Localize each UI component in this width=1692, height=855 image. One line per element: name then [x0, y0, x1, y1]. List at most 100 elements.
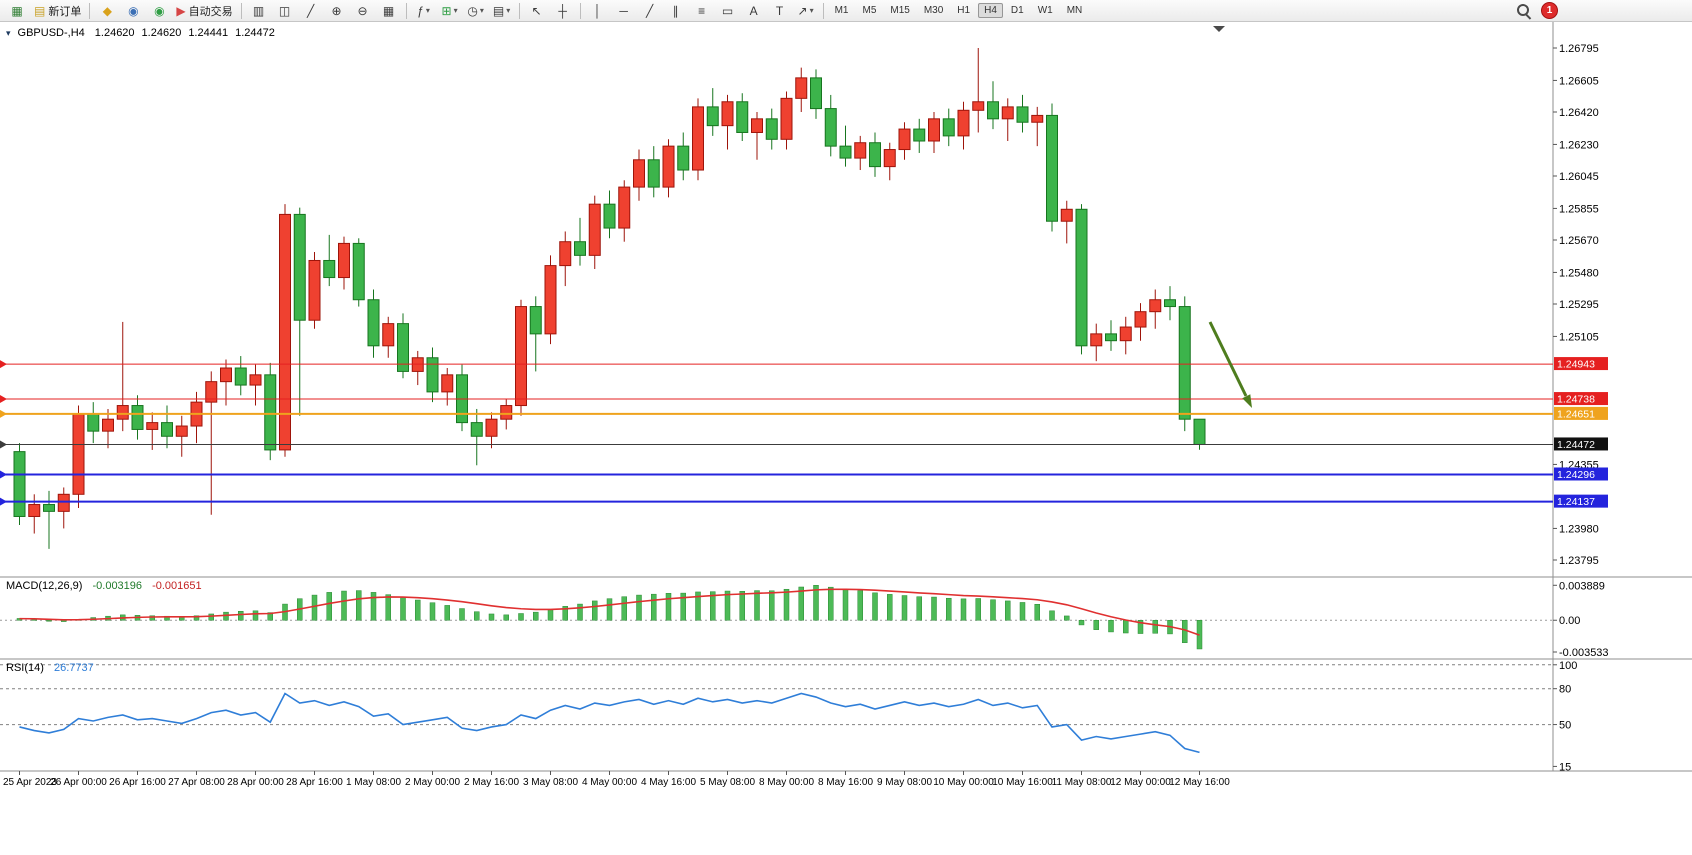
arrows-button[interactable]: ↗ ▾: [794, 1, 818, 21]
add-indicator-button[interactable]: ⊞ ▾: [438, 1, 462, 21]
fibonacci-button[interactable]: ≡: [690, 1, 714, 21]
indicators-button[interactable]: ƒ ▾: [412, 1, 436, 21]
svg-text:-0.003533: -0.003533: [1559, 647, 1609, 659]
text-button[interactable]: A: [742, 1, 766, 21]
ohlc-high: 1.24620: [141, 27, 182, 39]
timeframe-button-m5[interactable]: M5: [862, 5, 877, 16]
svg-text:1.24943: 1.24943: [1557, 359, 1595, 371]
add-indicator-icon: ⊞: [441, 3, 452, 18]
crosshair-button[interactable]: ┼: [551, 1, 575, 21]
trendline-button[interactable]: ╱: [638, 1, 662, 21]
vertical-line-button[interactable]: │: [586, 1, 610, 21]
timeframe-button-m1[interactable]: M1: [834, 5, 849, 16]
auto-trading-icon: ▶: [176, 3, 186, 18]
chart-symbol-period: GBPUSD-,H4: [17, 27, 85, 39]
svg-text:1.24472: 1.24472: [1557, 439, 1595, 451]
timeframe-button-h4[interactable]: H4: [978, 3, 1003, 18]
bar-chart-type-button[interactable]: ▥: [247, 1, 271, 21]
navigator-icon: ◉: [154, 3, 165, 18]
new-order-icon: ▤: [34, 3, 46, 18]
toolbar-separator: [240, 2, 242, 19]
chart-menu-icon[interactable]: ▾: [6, 27, 11, 38]
cursor-button[interactable]: ↖: [525, 1, 549, 21]
auto-trading-button[interactable]: ▶ 自动交易: [173, 1, 235, 21]
svg-text:11 May 08:00: 11 May 08:00: [1052, 777, 1112, 788]
toolbar-separator: [822, 2, 824, 19]
rsi-value: 26.7737: [53, 662, 94, 674]
svg-text:1.26045: 1.26045: [1559, 171, 1599, 183]
toolbar-separator: [89, 2, 91, 19]
svg-text:1.26795: 1.26795: [1559, 43, 1599, 55]
chart-title: ▾ GBPUSD-,H4 1.24620 1.24620 1.24441 1.2…: [6, 27, 282, 39]
toolbar-separator: [518, 2, 520, 19]
zoom-in-icon: ⊕: [331, 3, 342, 18]
line-chart-type-icon: ╱: [306, 3, 315, 18]
zoom-out-button[interactable]: ⊖: [351, 1, 375, 21]
chart-window-button[interactable]: ▦: [5, 1, 29, 21]
timeframe-button-h1[interactable]: H1: [957, 5, 971, 16]
ohlc-close: 1.24472: [235, 27, 275, 39]
svg-text:1.25295: 1.25295: [1559, 299, 1599, 311]
svg-text:15: 15: [1559, 761, 1571, 773]
text-label-icon: T: [775, 3, 784, 18]
svg-text:10 May 16:00: 10 May 16:00: [992, 777, 1053, 788]
search-icon[interactable]: [1516, 3, 1531, 18]
svg-text:8 May 16:00: 8 May 16:00: [818, 777, 873, 788]
horizontal-line-button[interactable]: ─: [612, 1, 636, 21]
toolbox-icon: ◆: [102, 3, 112, 18]
notification-badge[interactable]: 1: [1541, 2, 1558, 19]
svg-text:100: 100: [1559, 660, 1577, 672]
svg-text:3 May 08:00: 3 May 08:00: [523, 777, 578, 788]
svg-text:1.25480: 1.25480: [1559, 267, 1599, 279]
timeframe-button-mn[interactable]: MN: [1066, 5, 1083, 16]
svg-text:12 May 00:00: 12 May 00:00: [1110, 777, 1171, 788]
bar-chart-type-icon: ▥: [252, 3, 265, 18]
channel-button[interactable]: ∥: [664, 1, 688, 21]
svg-text:50: 50: [1559, 720, 1571, 732]
macd-name: MACD(12,26,9): [6, 580, 83, 592]
templates-button[interactable]: ▤ ▾: [490, 1, 514, 21]
auto-trading-button-label: 自动交易: [188, 5, 233, 18]
timeframe-button-w1[interactable]: W1: [1037, 5, 1053, 16]
navigator-button[interactable]: ◉: [147, 1, 171, 21]
svg-text:1.24296: 1.24296: [1557, 469, 1595, 481]
svg-text:1.23795: 1.23795: [1559, 555, 1599, 567]
candlestick-chart-type-button[interactable]: ◫: [273, 1, 297, 21]
chevron-down-icon: ▾: [453, 6, 458, 15]
chart-canvas[interactable]: 1.26795 1.26605 1.26420 1.26230 1.26045 1.258…: [0, 22, 1692, 855]
svg-text:26 Apr 16:00: 26 Apr 16:00: [109, 777, 166, 788]
periods-button[interactable]: ◷ ▾: [464, 1, 488, 21]
svg-text:25 Apr 2023: 25 Apr 2023: [3, 777, 57, 788]
svg-text:0.003889: 0.003889: [1559, 580, 1605, 592]
svg-text:2 May 16:00: 2 May 16:00: [464, 777, 519, 788]
market-watch-button[interactable]: ◉: [121, 1, 145, 21]
new-order-button-label: 新订单: [48, 5, 82, 18]
text-label-button[interactable]: T: [768, 1, 792, 21]
toolbox-button[interactable]: ◆: [95, 1, 119, 21]
svg-text:4 May 16:00: 4 May 16:00: [641, 777, 696, 788]
svg-text:26 Apr 00:00: 26 Apr 00:00: [50, 777, 107, 788]
shapes-button[interactable]: ▭: [716, 1, 740, 21]
svg-text:1.26605: 1.26605: [1559, 75, 1599, 87]
zoom-out-icon: ⊖: [357, 3, 368, 18]
svg-text:1.23980: 1.23980: [1559, 523, 1599, 535]
new-order-button[interactable]: ▤ 新订单: [31, 1, 84, 21]
macd-indicator-label: MACD(12,26,9) -0.003196 -0.001651: [6, 580, 209, 592]
line-chart-type-button[interactable]: ╱: [299, 1, 323, 21]
svg-text:1.25105: 1.25105: [1559, 331, 1599, 343]
timeframe-button-m30[interactable]: M30: [923, 5, 944, 16]
svg-text:12 May 16:00: 12 May 16:00: [1169, 777, 1230, 788]
svg-text:9 May 08:00: 9 May 08:00: [877, 777, 932, 788]
ohlc-open: 1.24620: [94, 27, 135, 39]
shapes-icon: ▭: [721, 3, 734, 18]
horizontal-line-icon: ─: [619, 3, 628, 18]
zoom-in-button[interactable]: ⊕: [325, 1, 349, 21]
tile-windows-button[interactable]: ▦: [377, 1, 401, 21]
timeframe-button-m15[interactable]: M15: [890, 5, 910, 16]
templates-icon: ▤: [492, 3, 505, 18]
svg-text:1.25855: 1.25855: [1559, 203, 1599, 215]
svg-text:1.24651: 1.24651: [1557, 408, 1595, 420]
channel-icon: ∥: [672, 3, 679, 18]
timeframe-button-d1[interactable]: D1: [1010, 5, 1024, 16]
timeframe-toolbar: M1 M5 M15 M30 H1 H4 D1 W1 MN: [828, 3, 1090, 18]
